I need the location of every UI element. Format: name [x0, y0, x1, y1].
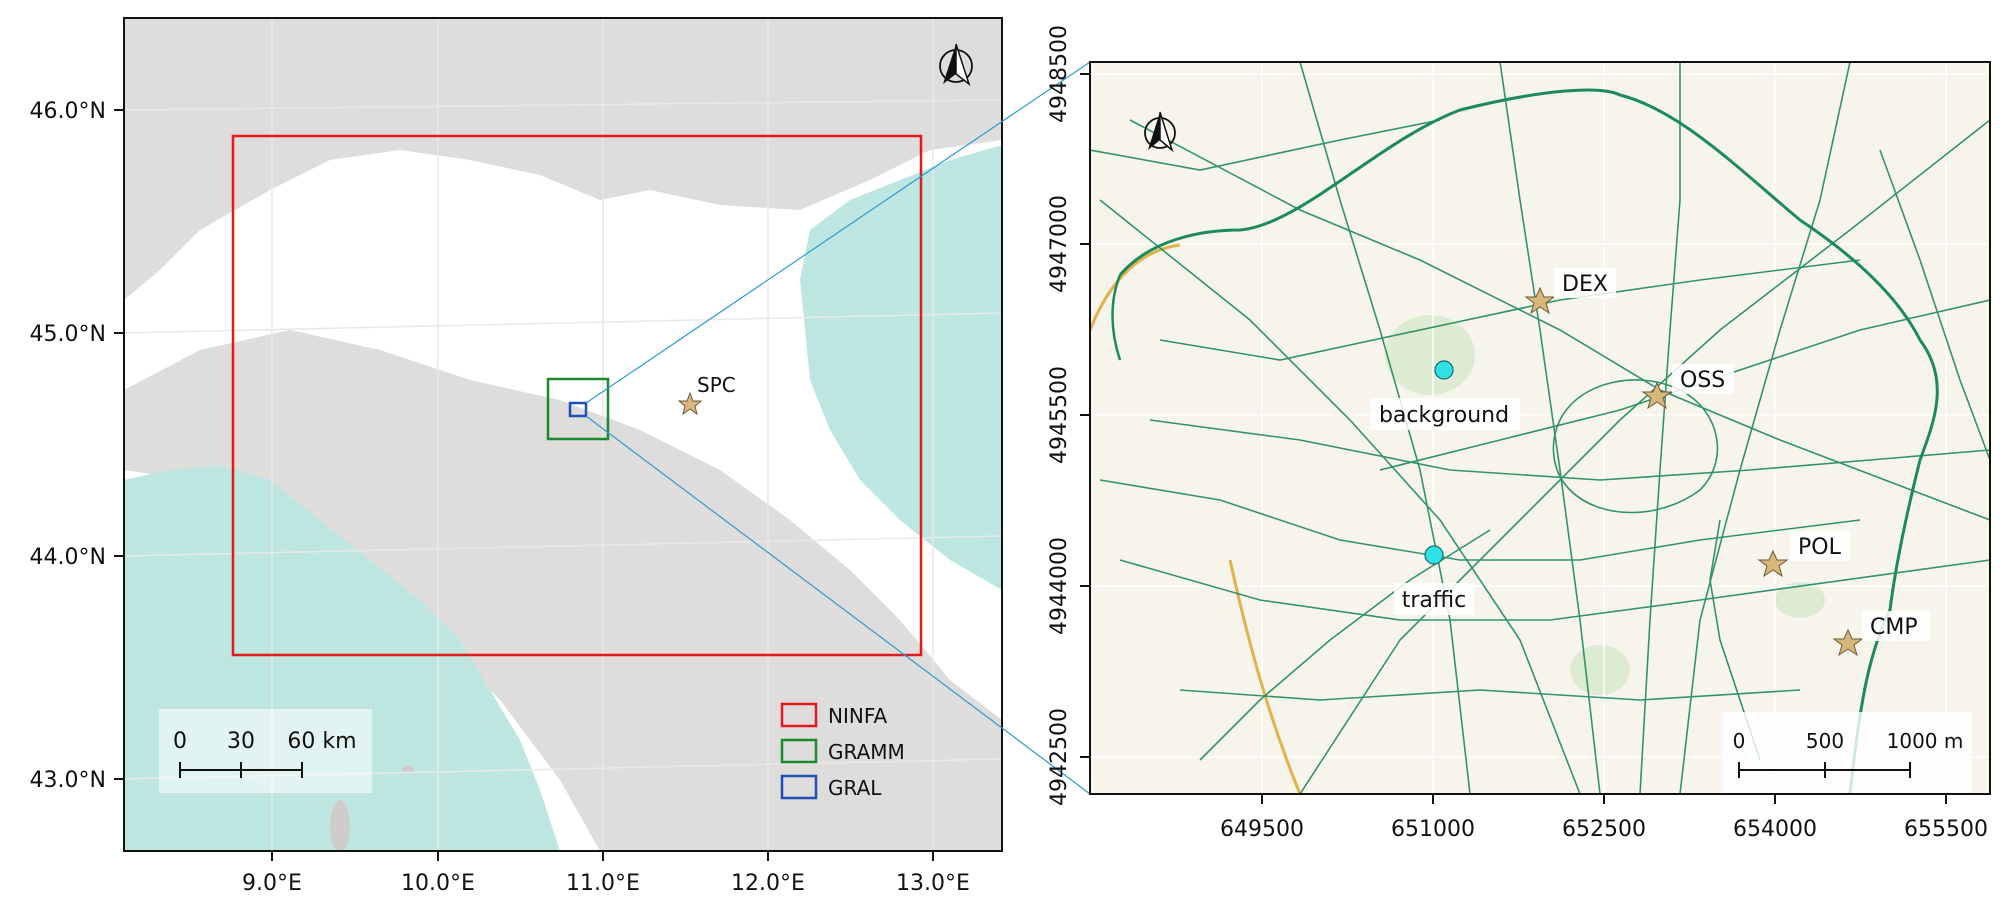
spc-label: SPC — [697, 373, 736, 397]
legend-swatch-ninfa — [780, 702, 818, 728]
lon-tick-11: 11.0°E — [566, 871, 640, 896]
park — [1385, 315, 1475, 395]
traffic-station-circle — [1424, 545, 1444, 565]
park — [1570, 645, 1630, 695]
scale-tick-0: 0 — [1733, 729, 1746, 753]
scale-tick-1: 30 — [227, 729, 255, 754]
urban-background — [1090, 62, 1990, 794]
spc-station-star — [677, 391, 703, 416]
lat-tick-44: 44.0°N — [30, 545, 106, 570]
alps-relief — [124, 18, 1002, 300]
x-tick-652500: 652500 — [1562, 817, 1646, 842]
legend-label-ninfa: NINFA — [828, 704, 887, 728]
adriatic-sea — [800, 145, 1002, 590]
right-map: DEX OSS POL CMP background traffic — [1047, 25, 1991, 842]
pol-station-star — [1757, 549, 1789, 578]
x-tick-649500: 649500 — [1220, 817, 1304, 842]
north-arrow-icon — [1144, 111, 1176, 153]
lon-tick-12: 12.0°E — [731, 871, 805, 896]
background-station-circle — [1434, 360, 1454, 380]
left-map: SPC 0 30 60 km NINFA GRAMM GRAL — [30, 17, 1003, 896]
lon-tick-9: 9.0°E — [242, 871, 302, 896]
legend-swatch-gral — [780, 774, 818, 800]
oss-station-star — [1641, 381, 1673, 410]
x-tick-655500: 655500 — [1904, 817, 1988, 842]
left-map-frame — [123, 17, 1003, 852]
dex-label: DEX — [1562, 272, 1608, 297]
y-tick-4947000: 4947000 — [1047, 195, 1072, 293]
cmp-label: CMP — [1870, 615, 1918, 640]
scale-bar-box — [159, 709, 372, 793]
scale-tick-500: 500 — [1806, 729, 1844, 753]
dex-station-star — [1524, 286, 1556, 315]
stations: DEX OSS POL CMP background traffic — [1370, 268, 1930, 657]
lat-tick-45: 45.0°N — [30, 322, 106, 347]
oss-label: OSS — [1680, 368, 1725, 393]
island — [330, 800, 350, 851]
y-tick-4944000: 4944000 — [1047, 537, 1072, 635]
scale-tick-1000: 1000 m — [1887, 729, 1964, 753]
lon-tick-10: 10.0°E — [401, 871, 475, 896]
y-tick-4942500: 4942500 — [1047, 708, 1072, 806]
legend-label-gramm: GRAMM — [828, 740, 905, 764]
cmp-station-star — [1832, 628, 1864, 657]
north-arrow-icon — [939, 43, 973, 87]
zoom-connectors — [585, 61, 1091, 795]
road-network — [1090, 62, 1990, 794]
right-map-frame — [1089, 61, 1991, 795]
legend-swatch-gramm — [780, 738, 818, 764]
legend-label-gral: GRAL — [828, 776, 882, 800]
scale-tick-2: 60 km — [287, 729, 356, 754]
x-tick-654000: 654000 — [1733, 817, 1817, 842]
x-tick-651000: 651000 — [1391, 817, 1475, 842]
gral-domain — [568, 401, 588, 418]
scale-tick-0: 0 — [173, 729, 187, 754]
y-tick-4945500: 4945500 — [1047, 366, 1072, 464]
park — [1775, 582, 1825, 618]
legend: NINFA GRAMM GRAL — [780, 702, 905, 800]
pol-label: POL — [1798, 535, 1842, 560]
ring-road — [1118, 88, 1939, 794]
y-tick-4948500: 4948500 — [1047, 25, 1072, 123]
traffic-label: traffic — [1402, 588, 1467, 613]
ninfa-domain — [231, 134, 923, 657]
scale-bar-box — [1722, 712, 1972, 794]
background-label: background — [1379, 403, 1509, 428]
lat-tick-46: 46.0°N — [30, 99, 106, 124]
lon-tick-13: 13.0°E — [896, 871, 970, 896]
gramm-domain — [546, 377, 610, 441]
lat-tick-43: 43.0°N — [30, 768, 106, 793]
